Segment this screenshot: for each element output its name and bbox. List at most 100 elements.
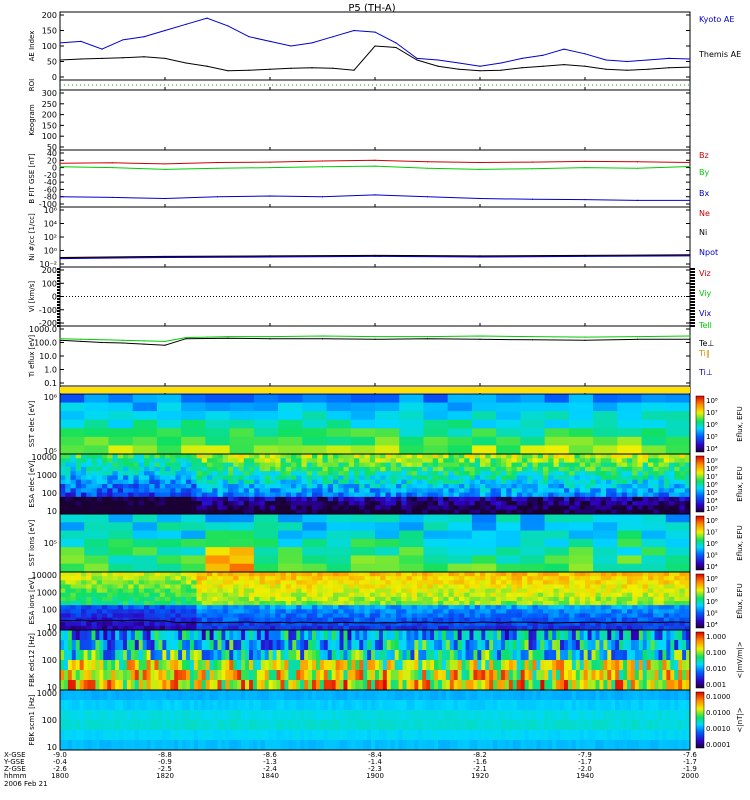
spectrogram-cell: [684, 505, 691, 511]
data-point: [122, 57, 124, 59]
spectrogram-cell: [275, 605, 281, 610]
spectrogram-cell: [564, 592, 570, 598]
spectrogram-cell: [144, 501, 150, 506]
spectrogram-cell: [186, 580, 192, 585]
spectrogram-cell: [616, 496, 623, 502]
spectrogram-cell: [249, 640, 254, 651]
spectrogram-cell: [327, 617, 334, 623]
spectrogram-cell: [134, 650, 140, 661]
spectrogram-cell: [520, 411, 546, 421]
spectrogram-cell: [275, 479, 281, 485]
spectrogram-cell: [684, 462, 691, 468]
spectrogram-cell: [364, 601, 371, 606]
spectrogram-cell: [401, 609, 407, 614]
spectrogram-cell: [616, 505, 623, 511]
spectrogram-cell: [233, 488, 239, 493]
spectrogram-cell: [553, 458, 560, 463]
spectrogram-cell: [574, 572, 581, 577]
spectrogram-cell: [632, 572, 638, 577]
spectrogram-cell: [186, 613, 192, 618]
spectrogram-cell: [489, 630, 494, 641]
spectrogram-cell: [399, 547, 424, 556]
spectrogram-cell: [632, 613, 638, 618]
spectrogram-cell: [285, 471, 292, 476]
spectrogram-cell: [245, 640, 250, 651]
spectrogram-cell: [411, 621, 418, 627]
spectrogram-cell: [270, 509, 276, 515]
spectrogram-cell: [217, 501, 224, 506]
spectrogram-cell: [459, 617, 465, 623]
spectrogram-cell: [233, 640, 238, 651]
spectrogram-cell: [449, 670, 455, 681]
spectrogram-cell: [516, 592, 523, 598]
spectrogram-cell: [669, 609, 675, 614]
spectrogram-cell: [70, 621, 77, 627]
spectrogram-cell: [501, 496, 507, 502]
spectrogram-cell: [128, 488, 134, 493]
spectrogram-cell: [422, 471, 428, 476]
data-point: [437, 65, 439, 67]
spectrogram-cell: [632, 462, 638, 468]
spectrogram-cell: [259, 471, 266, 476]
spectrogram-cell: [453, 621, 460, 627]
spectrogram-cell: [108, 514, 134, 523]
spectrogram-cell: [568, 555, 594, 565]
spectrogram-cell: [348, 596, 355, 602]
spectrogram-cell: [60, 588, 66, 594]
spectrogram-cell: [684, 592, 691, 598]
spectrogram-cell: [84, 411, 109, 421]
spectrogram-cell: [351, 680, 356, 691]
spectrogram-cell: [501, 458, 507, 463]
spectrogram-cell: [448, 625, 455, 631]
spectrogram-cell: [617, 522, 642, 531]
spectrogram-cell: [221, 640, 226, 651]
spectrogram-cell: [133, 592, 140, 598]
spectrogram-cell: [411, 617, 418, 623]
spectrogram-cell: [355, 630, 360, 641]
spectrogram-cell: [453, 650, 459, 661]
spectrogram-cell: [306, 462, 313, 468]
spectrogram-cell: [91, 471, 98, 476]
spectrogram-cell: [60, 609, 66, 614]
spectrogram-cell: [459, 479, 465, 485]
spectrogram-cell: [212, 580, 218, 585]
spectrogram-cell: [209, 680, 214, 691]
spectrogram-cell: [453, 488, 460, 493]
spectrogram-cell: [306, 609, 313, 614]
spectrogram-cell: [189, 650, 195, 661]
spectrogram-cell: [380, 505, 386, 511]
spectrogram-cell: [70, 505, 77, 511]
spectrogram-cell: [354, 479, 360, 485]
spectrogram-cell: [175, 488, 182, 493]
spectrogram-cell: [228, 466, 234, 472]
spectrogram-cell: [375, 509, 381, 515]
data-point: [290, 67, 292, 69]
spectrogram-cell: [107, 625, 113, 631]
spectrogram-cell: [193, 670, 199, 681]
spectrogram-cell: [511, 484, 518, 489]
spectrogram-cell: [75, 670, 81, 681]
spectrogram-cell: [385, 475, 392, 481]
spectrogram-cell: [133, 584, 140, 589]
spectrogram-cell: [96, 462, 103, 468]
spectrogram-cell: [536, 680, 541, 691]
spectrogram-cell: [95, 640, 100, 651]
spectrogram-cell: [348, 605, 355, 610]
spectrogram-cell: [595, 505, 602, 511]
spectrogram-cell: [170, 580, 176, 585]
spectrogram-cell: [212, 596, 218, 602]
spectrogram-cell: [288, 670, 293, 681]
spectrogram-cell: [65, 458, 71, 463]
spectrogram-cell: [617, 530, 642, 540]
spectrogram-cell: [445, 650, 451, 661]
spectrogram-cell: [253, 555, 279, 565]
spectrogram-cell: [165, 605, 171, 610]
spectrogram-cell: [312, 592, 318, 598]
spectrogram-cell: [375, 563, 400, 573]
spectrogram-cell: [448, 576, 455, 581]
spectrogram-cell: [471, 428, 497, 438]
spectrogram-cell: [558, 572, 565, 577]
spectrogram-cell: [485, 471, 491, 476]
spectrogram-cell: [270, 466, 276, 472]
